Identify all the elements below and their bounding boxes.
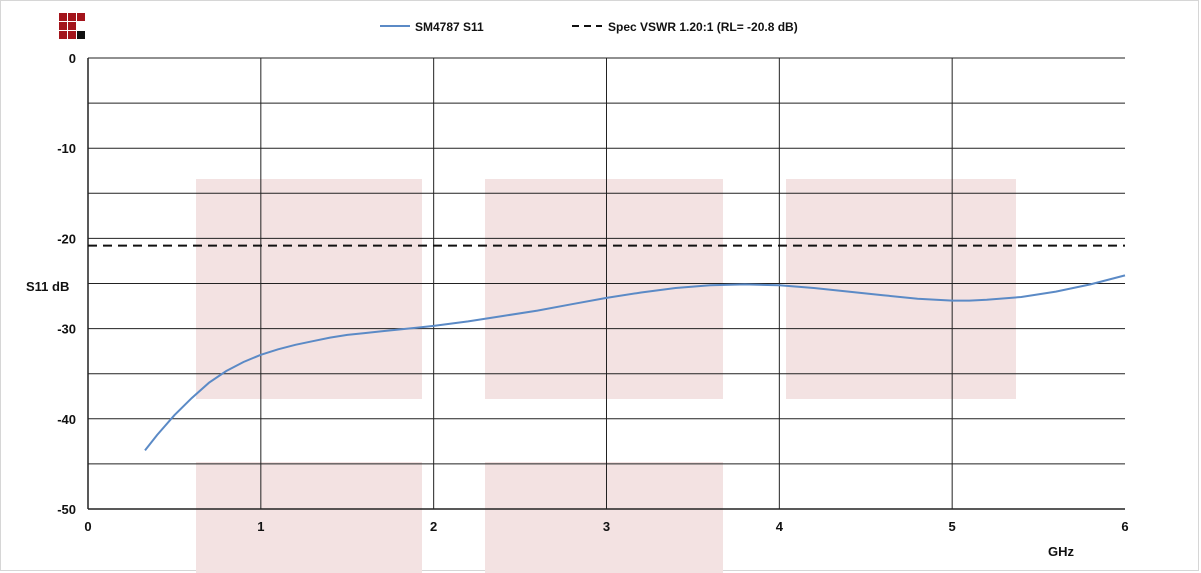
y-tick-label: -50 (57, 502, 76, 517)
watermark-block-3 (196, 462, 422, 573)
x-tick-label: 3 (603, 519, 610, 534)
x-axis-label: GHz (1048, 544, 1075, 559)
y-axis-tick-labels: 0 -10 -20 -30 -40 -50 (57, 51, 76, 517)
legend: SM4787 S11 Spec VSWR 1.20:1 (RL= -20.8 d… (380, 20, 798, 34)
watermark-background (196, 179, 1016, 573)
y-tick-label: -40 (57, 412, 76, 427)
logo-square-5 (59, 31, 67, 39)
logo-square-4 (68, 22, 76, 30)
x-tick-label: 6 (1121, 519, 1128, 534)
logo-square-2 (77, 13, 85, 21)
x-tick-label: 4 (776, 519, 784, 534)
watermark-block-1 (485, 179, 723, 399)
legend-label-spec: Spec VSWR 1.20:1 (RL= -20.8 dB) (608, 20, 798, 34)
y-tick-label: 0 (69, 51, 76, 66)
x-tick-label: 2 (430, 519, 437, 534)
grid (87, 57, 1125, 510)
series-line-s11 (144, 274, 1126, 452)
y-tick-label: -10 (57, 141, 76, 156)
x-axis-tick-labels: 0 1 2 3 4 5 6 (84, 519, 1128, 534)
x-tick-label: 5 (949, 519, 956, 534)
brand-logo-icon (59, 13, 85, 39)
logo-square-0 (59, 13, 67, 21)
y-axis-label: S11 dB (26, 279, 69, 294)
logo-square-1 (68, 13, 76, 21)
x-tick-label: 0 (84, 519, 91, 534)
logo-square-7 (77, 31, 85, 39)
logo-square-3 (59, 22, 67, 30)
watermark-block-4 (485, 462, 723, 573)
x-tick-label: 1 (257, 519, 264, 534)
watermark-block-0 (196, 179, 422, 399)
legend-label-s11: SM4787 S11 (415, 20, 484, 34)
y-tick-label: -20 (57, 231, 76, 246)
logo-square-6 (68, 31, 76, 39)
y-tick-label: -30 (57, 322, 76, 337)
